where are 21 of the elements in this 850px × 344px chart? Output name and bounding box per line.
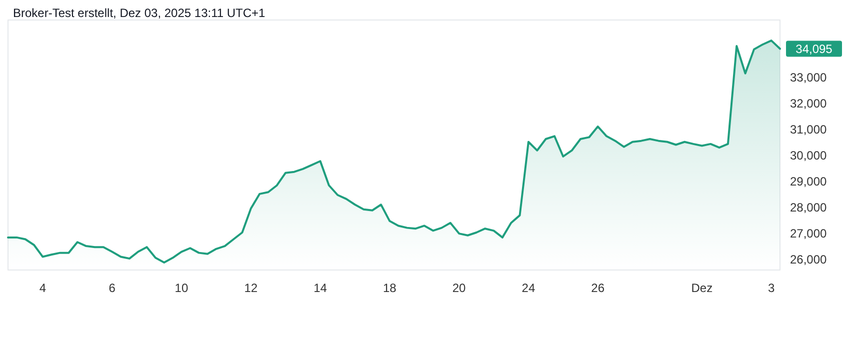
- x-tick-label: 26: [591, 281, 605, 295]
- chart-title: Broker-Test erstellt, Dez 03, 2025 13:11 UTC+1: [13, 6, 266, 20]
- x-tick-label: 10: [174, 281, 188, 295]
- y-tick-label: 30,000: [790, 148, 828, 162]
- y-tick-label: 31,000: [790, 122, 828, 136]
- x-tick-label: 20: [452, 281, 466, 295]
- y-tick-label: 32,000: [790, 96, 828, 110]
- x-tick-label: Dez: [691, 281, 713, 295]
- x-tick-label: 24: [522, 281, 536, 295]
- y-tick-label: 27,000: [790, 226, 828, 241]
- x-tick-label: 18: [382, 281, 397, 295]
- x-tick-label: 4: [39, 281, 46, 295]
- y-tick-label: 28,000: [790, 200, 828, 214]
- x-tick-label: 14: [314, 281, 328, 295]
- y-tick-label: 33,000: [790, 70, 828, 84]
- y-tick-label: 26,000: [790, 252, 828, 267]
- x-tick-label: 3: [768, 281, 775, 295]
- text: 34,095: [796, 42, 833, 56]
- y-tick-label: 29,000: [790, 174, 828, 188]
- x-tick-label: 12: [244, 281, 258, 295]
- x-tick-label: 6: [108, 281, 116, 295]
